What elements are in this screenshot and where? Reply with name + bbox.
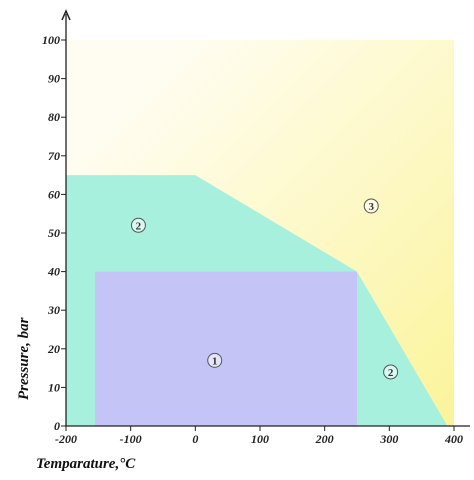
y-tick-label: 90 — [48, 72, 60, 86]
region-3-label-text: 3 — [368, 201, 374, 213]
y-tick-label: 100 — [42, 33, 60, 47]
x-tick-label: 100 — [251, 432, 269, 446]
x-tick-label: 200 — [315, 432, 334, 446]
y-tick-label: 60 — [48, 187, 60, 201]
x-tick-label: 0 — [192, 432, 198, 446]
x-tick-label: -100 — [120, 432, 142, 446]
y-tick-label: 0 — [54, 419, 60, 433]
x-tick-label: 400 — [444, 432, 463, 446]
region-2-label-secondary-circle — [383, 364, 399, 380]
x-tick-label: -200 — [55, 432, 77, 446]
y-tick-label: 40 — [47, 265, 60, 279]
y-tick-label: 20 — [47, 342, 60, 356]
y-axis-title: Pressure, bar — [16, 317, 32, 400]
region-1-area — [95, 271, 357, 426]
y-tick-label: 10 — [48, 380, 60, 394]
y-tick-label: 70 — [48, 149, 60, 163]
region-2-label-circle — [130, 217, 146, 233]
region-1-label-circle — [207, 352, 223, 368]
x-tick-label: 300 — [379, 432, 398, 446]
region-2-label-text: 2 — [136, 220, 142, 232]
y-tick-label: 80 — [48, 110, 60, 124]
y-tick-label: 30 — [47, 303, 60, 317]
y-tick-label: 50 — [48, 226, 60, 240]
region-3-label-circle — [363, 198, 379, 214]
x-axis-title: Temparature,°C — [36, 456, 136, 472]
region-1-label-text: 1 — [212, 355, 218, 367]
y-axis-arrow — [61, 9, 71, 21]
region-2-label-secondary-text: 2 — [388, 367, 394, 379]
